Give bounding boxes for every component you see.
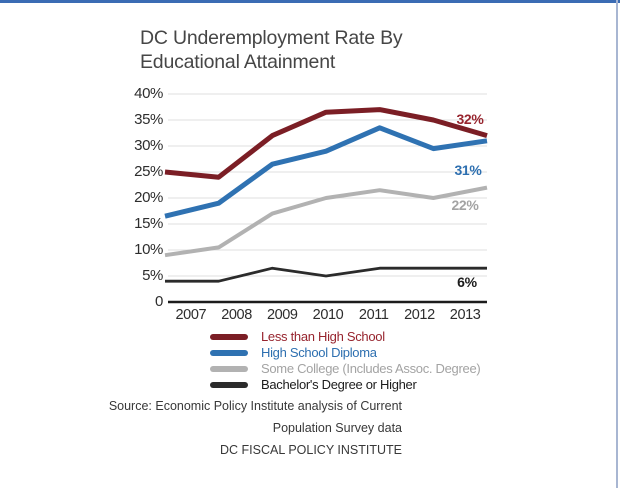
legend-swatch-icon: [210, 382, 248, 388]
source-line-1: Source: Economic Policy Institute analys…: [108, 399, 402, 413]
series-line-3: [164, 185, 488, 258]
y-axis-tick: 20%: [134, 189, 163, 206]
legend-item: Bachelor's Degree or Higher: [210, 377, 480, 393]
chart-title-line2: Educational Attainment: [140, 50, 336, 73]
chart-title: DC Underemployment Rate By Educational A…: [140, 27, 480, 74]
y-axis-tick: 25%: [134, 163, 163, 180]
y-axis-tick: 5%: [142, 267, 163, 284]
y-axis-tick: 40%: [134, 85, 163, 102]
chart-legend: Less than High School High School Diploma…: [210, 329, 481, 393]
x-axis-tick: 2009: [266, 307, 298, 323]
series-end-label: 6%: [457, 274, 477, 291]
x-axis-tick: 2010: [312, 307, 344, 323]
x-axis-tick: 2007: [175, 307, 207, 323]
x-axis-tick: 2008: [221, 307, 252, 323]
y-axis-tick: 30%: [134, 137, 163, 154]
x-axis-tick: 2012: [404, 307, 435, 323]
source-block: Source: Economic Policy Institute analys…: [0, 395, 402, 461]
y-axis-tick: 10%: [134, 241, 163, 258]
top-accent-bar: [0, 0, 620, 3]
series-line-1: [164, 107, 488, 180]
x-axis-tick: 2013: [449, 307, 481, 323]
right-border-line: [616, 0, 618, 488]
source-line-2: Population Survey data: [272, 421, 402, 435]
chart-title-line1: DC Underemployment Rate By: [140, 27, 403, 49]
series-end-label: 22%: [451, 196, 479, 213]
legend-label: Less than High School: [261, 329, 385, 344]
legend-item: Less than High School: [210, 329, 480, 345]
x-axis-tick: 2011: [358, 307, 389, 323]
legend-item: Some College (Includes Assoc. Degree): [210, 361, 481, 377]
legend-label: Some College (Includes Assoc. Degree): [261, 361, 481, 376]
series-end-label: 31%: [454, 161, 482, 178]
source-line-3: DC FISCAL POLICY INSTITUTE: [220, 443, 402, 457]
legend-label: High School Diploma: [261, 345, 377, 360]
series-line-4: [165, 266, 487, 283]
legend-swatch-icon: [210, 350, 248, 356]
legend-item: High School Diploma: [210, 345, 480, 361]
series-line-2: [164, 125, 488, 219]
legend-swatch-icon: [210, 366, 248, 372]
y-axis-tick: 0: [155, 293, 163, 310]
series-end-label: 32%: [456, 110, 484, 127]
plot-area: [164, 93, 488, 304]
legend-label: Bachelor's Degree or Higher: [261, 377, 417, 392]
legend-swatch-icon: [210, 334, 248, 340]
y-axis-tick: 15%: [134, 215, 163, 232]
y-axis-tick: 35%: [134, 111, 163, 128]
